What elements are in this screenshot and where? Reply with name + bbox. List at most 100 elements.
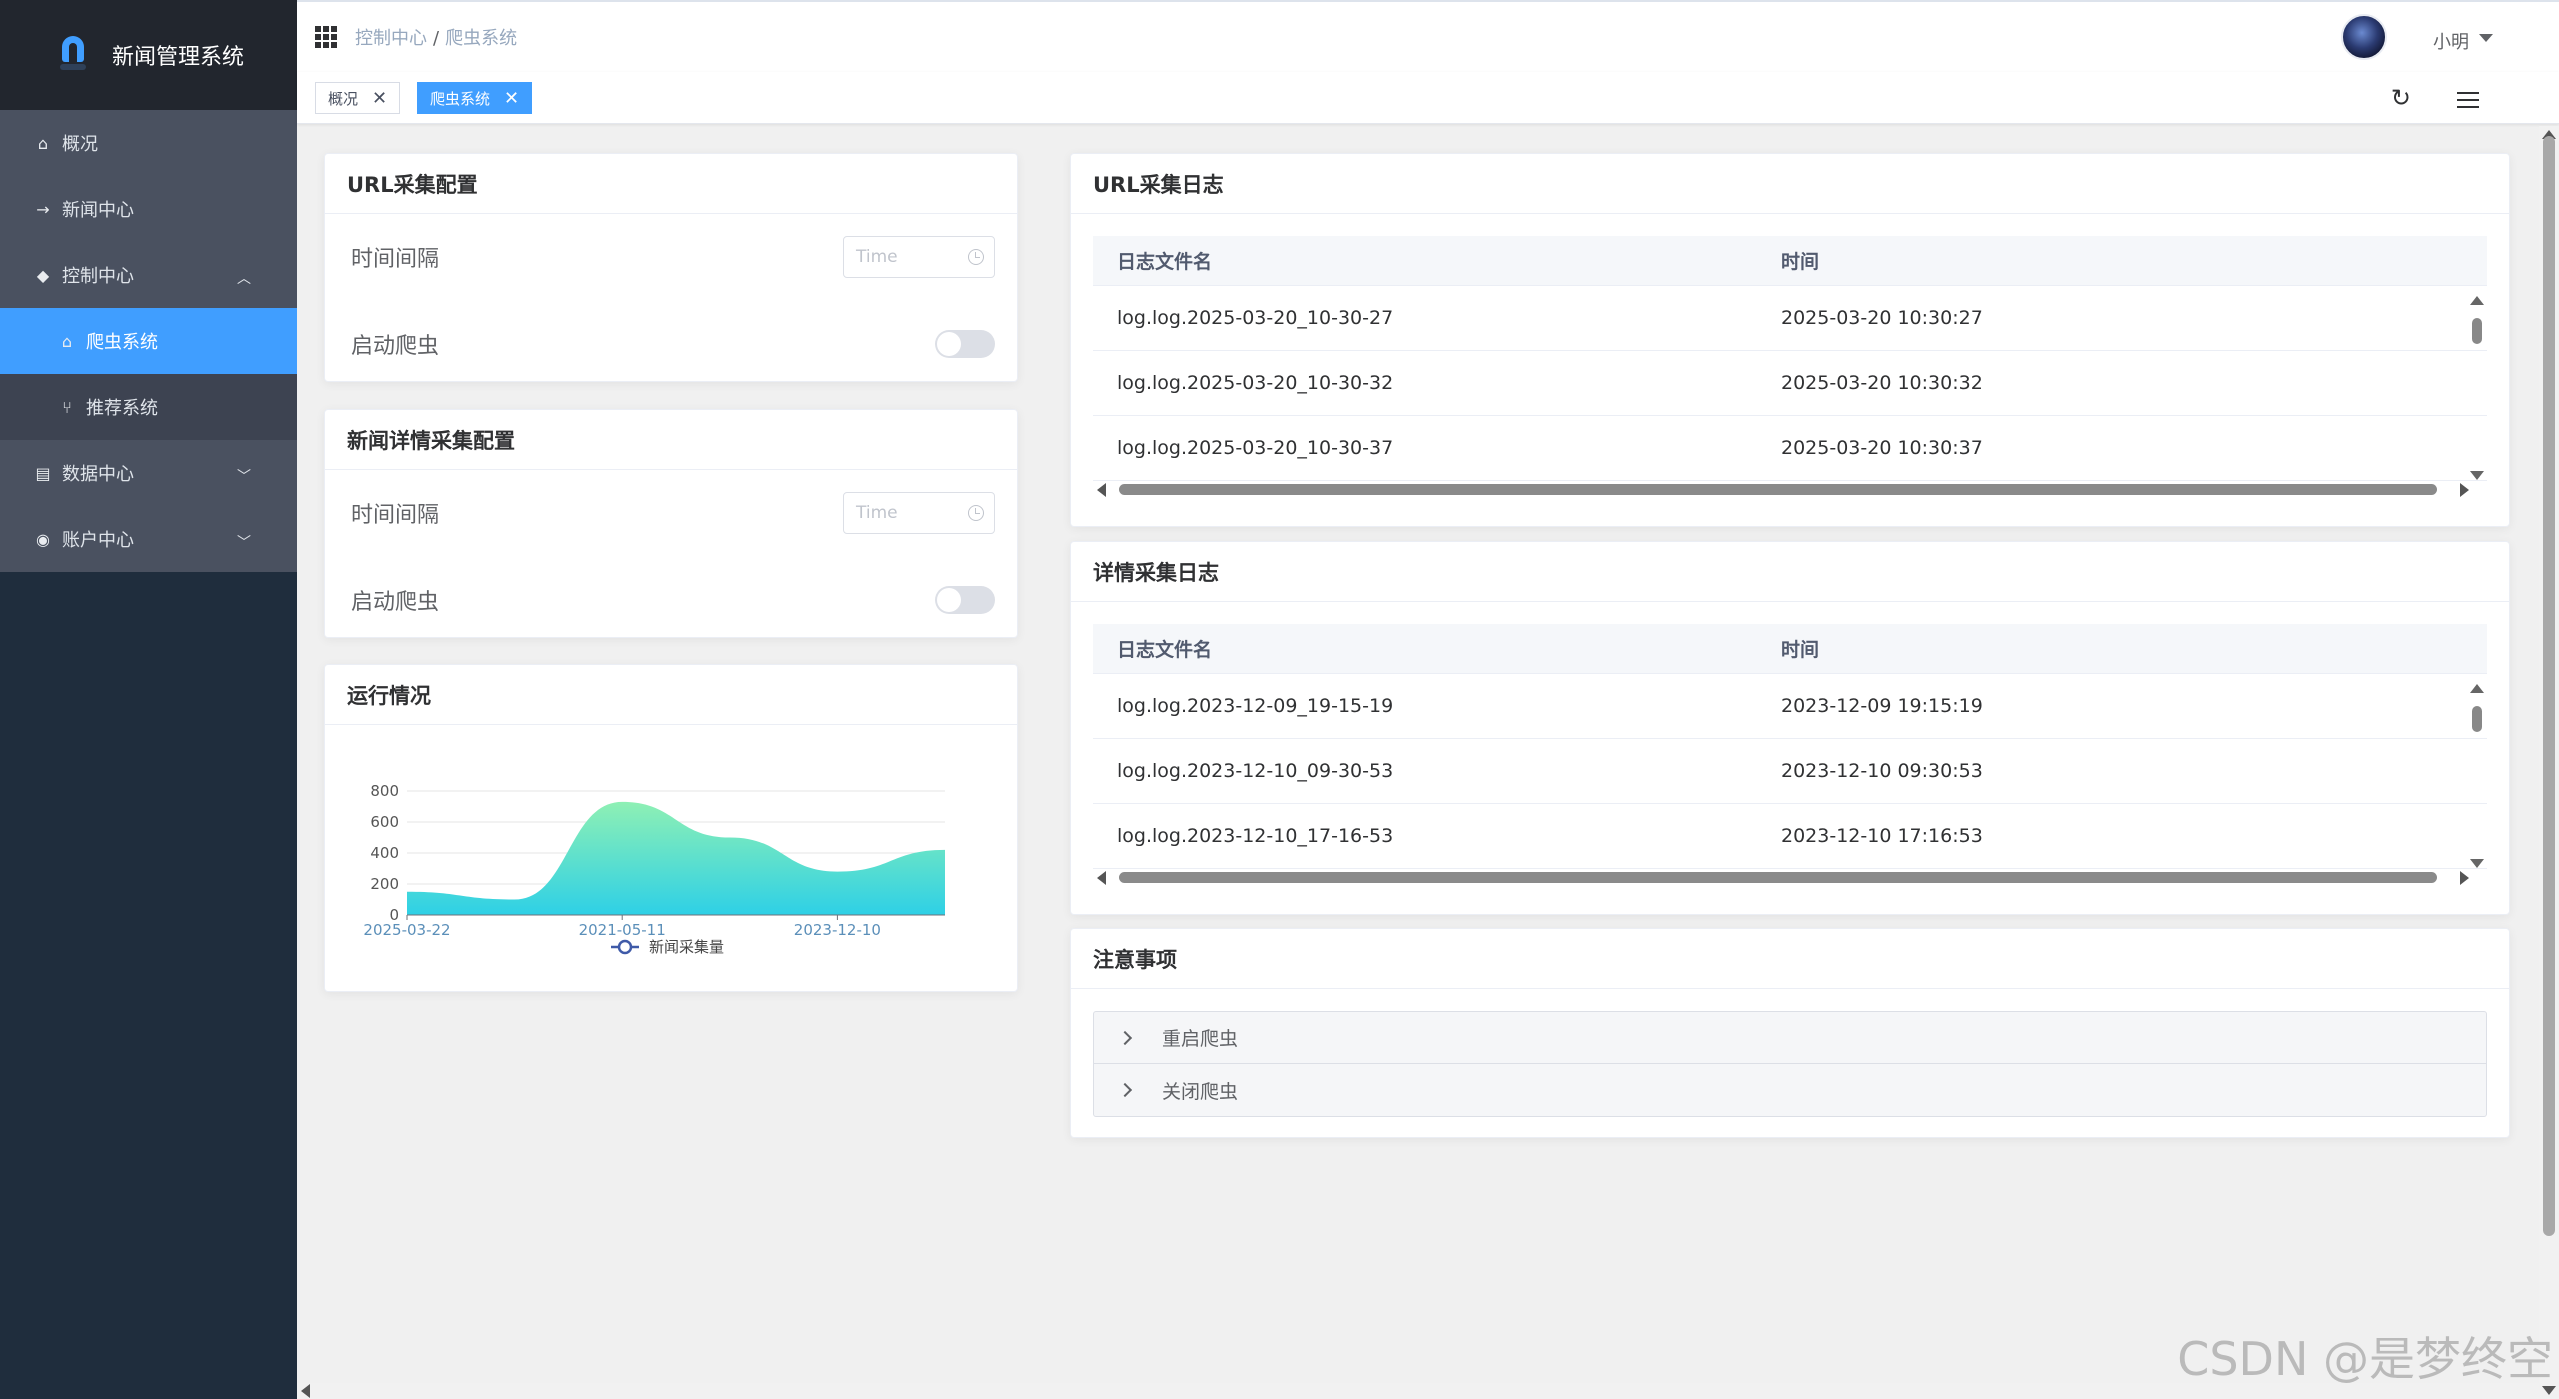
url-config-card: URL采集配置 时间间隔 Time 启动爬虫 (324, 153, 1018, 382)
interval-label: 时间间隔 (351, 503, 440, 528)
sidebar-item-recommend-system[interactable]: ⑂ 推荐系统 (0, 374, 297, 440)
legend-marker-icon (617, 939, 633, 955)
sidebar-item-crawler-system[interactable]: ⌂ 爬虫系统 (0, 308, 297, 374)
chevron-down-icon: ﹀ (237, 535, 251, 551)
clock-icon (968, 505, 984, 521)
x-tick-label: 2023-12-10 (794, 921, 881, 939)
bank-icon: ⌂ (61, 331, 73, 351)
caret-down-icon[interactable] (2479, 34, 2493, 42)
apps-grid-icon[interactable] (315, 26, 337, 48)
detail-config-card: 新闻详情采集配置 时间间隔 Time 启动爬虫 (324, 409, 1018, 638)
table-row[interactable]: log.log.2025-03-20_10-30-32 2025-03-20 1… (1093, 351, 2487, 416)
close-icon[interactable]: ✕ (372, 87, 388, 109)
sidebar-item-label: 推荐系统 (86, 398, 158, 419)
scroll-left-icon (1097, 483, 1106, 497)
table-vertical-scrollbar[interactable] (2470, 684, 2484, 868)
table-horizontal-scrollbar[interactable] (1093, 482, 2487, 498)
scroll-down-icon (2470, 859, 2484, 868)
collapse-item-stop[interactable]: 关闭爬虫 (1094, 1064, 2486, 1116)
collapse-item-label: 关闭爬虫 (1162, 1080, 1239, 1103)
tags-view-bar: 概况 ✕ 爬虫系统 ✕ ↻ (297, 72, 2559, 124)
table-header: 日志文件名 时间 (1093, 624, 2487, 674)
sidebar-item-label: 数据中心 (62, 464, 134, 485)
column-header-time[interactable]: 时间 (1781, 251, 1820, 273)
card-title: 注意事项 (1071, 929, 2509, 989)
card-title: 运行情况 (325, 665, 1017, 725)
table-row[interactable]: log.log.2023-12-10_17-16-53 2023-12-10 1… (1093, 804, 2487, 869)
y-tick-label: 800 (370, 782, 399, 800)
chart-area-series (407, 801, 945, 915)
time-picker[interactable]: Time (843, 492, 995, 534)
page-horizontal-scrollbar[interactable] (297, 1383, 2539, 1399)
status-card: 运行情况 0 200 400 600 800 2025-03-22 2021-05-11 2… (324, 664, 1018, 992)
scroll-right-icon (2460, 483, 2469, 497)
card-title: 新闻详情采集配置 (325, 410, 1017, 470)
app-logo-area[interactable]: 新闻管理系统 (0, 0, 297, 110)
cell-time: 2023-12-10 17:16:53 (1781, 825, 1983, 847)
collapse-item-label: 重启爬虫 (1162, 1028, 1239, 1050)
sidebar-item-label: 账户中心 (62, 530, 134, 551)
tag-overview[interactable]: 概况 ✕ (315, 82, 401, 114)
table-row[interactable]: log.log.2025-03-20_10-30-37 2025-03-20 1… (1093, 416, 2487, 481)
cell-time: 2023-12-10 09:30:53 (1781, 760, 1983, 782)
share-icon: ⑂ (62, 397, 72, 417)
sidebar-item-news-center[interactable]: → 新闻中心 (0, 176, 297, 242)
x-tick-label: 2025-03-22 (363, 921, 450, 939)
list-icon: ▤ (35, 463, 51, 483)
cell-filename: log.log.2025-03-20_10-30-37 (1117, 437, 1394, 459)
detail-log-card: 详情采集日志 日志文件名 时间 log.log.2023-12-09_19-15… (1070, 541, 2510, 915)
time-placeholder: Time (856, 503, 898, 523)
tag-crawler-system[interactable]: 爬虫系统 ✕ (417, 82, 533, 114)
breadcrumb-item[interactable]: 控制中心 (355, 28, 427, 49)
table-vertical-scrollbar[interactable] (2470, 296, 2484, 480)
x-tick-label: 2021-05-11 (579, 921, 666, 939)
interval-row: 时间间隔 Time (351, 236, 995, 278)
sidebar-item-control-center[interactable]: ◆ 控制中心 ︿ (0, 242, 297, 308)
home-icon: ⌂ (37, 133, 49, 153)
top-header: 控制中心 / 爬虫系统 小明 (297, 0, 2559, 72)
table-row[interactable]: log.log.2023-12-09_19-15-19 2023-12-09 1… (1093, 674, 2487, 739)
column-header-filename[interactable]: 日志文件名 (1117, 639, 1213, 661)
y-tick-label: 200 (370, 875, 399, 893)
interval-label: 时间间隔 (351, 247, 440, 272)
user-name[interactable]: 小明 (2433, 32, 2469, 53)
card-title: URL采集日志 (1071, 154, 2509, 214)
y-tick-label: 400 (370, 844, 399, 862)
logo-icon (58, 36, 88, 74)
column-header-filename[interactable]: 日志文件名 (1117, 251, 1213, 273)
time-placeholder: Time (856, 247, 898, 267)
cell-filename: log.log.2023-12-09_19-15-19 (1117, 695, 1394, 717)
cell-filename: log.log.2023-12-10_17-16-53 (1117, 825, 1394, 847)
y-tick-label: 600 (370, 813, 399, 831)
start-crawler-label: 启动爬虫 (351, 334, 440, 359)
start-crawler-switch[interactable] (935, 586, 995, 614)
cell-time: 2023-12-09 19:15:19 (1781, 695, 1983, 717)
refresh-icon[interactable]: ↻ (2390, 84, 2411, 112)
scroll-up-icon (2470, 296, 2484, 305)
breadcrumb-separator: / (433, 28, 440, 49)
cell-filename: log.log.2025-03-20_10-30-32 (1117, 372, 1394, 394)
sidebar-item-label: 概况 (62, 134, 98, 155)
interval-row: 时间间隔 Time (351, 492, 995, 534)
page-vertical-scrollbar[interactable] (2539, 126, 2559, 1399)
sidebar-item-account-center[interactable]: ◉ 账户中心 ﹀ (0, 506, 297, 572)
chart-legend[interactable]: 新闻采集量 (611, 938, 724, 956)
sidebar-item-overview[interactable]: ⌂ 概况 (0, 110, 297, 176)
scroll-down-icon (2542, 1386, 2556, 1395)
table-row[interactable]: log.log.2023-12-10_09-30-53 2023-12-10 0… (1093, 739, 2487, 804)
control-center-submenu: ⌂ 爬虫系统 ⑂ 推荐系统 (0, 308, 297, 440)
options-icon[interactable] (2457, 92, 2479, 113)
close-icon[interactable]: ✕ (504, 87, 520, 109)
sidebar-item-label: 控制中心 (62, 266, 134, 287)
collapse-item-restart[interactable]: 重启爬虫 (1094, 1012, 2486, 1064)
table-horizontal-scrollbar[interactable] (1093, 870, 2487, 886)
scroll-down-icon (2470, 471, 2484, 480)
cube-icon: ◆ (36, 265, 50, 285)
start-crawler-switch[interactable] (935, 330, 995, 358)
avatar[interactable] (2341, 14, 2387, 60)
sidebar-item-data-center[interactable]: ▤ 数据中心 ﹀ (0, 440, 297, 506)
time-picker[interactable]: Time (843, 236, 995, 278)
table-row[interactable]: log.log.2025-03-20_10-30-27 2025-03-20 1… (1093, 286, 2487, 351)
column-header-time[interactable]: 时间 (1781, 639, 1820, 661)
card-title: 详情采集日志 (1071, 542, 2509, 602)
